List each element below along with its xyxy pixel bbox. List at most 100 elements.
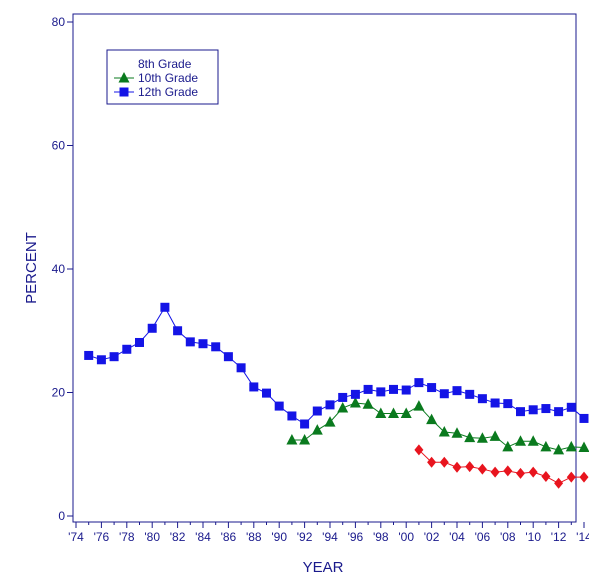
series-line — [291, 402, 585, 451]
y-tick-label: 20 — [52, 386, 66, 400]
data-point — [325, 400, 335, 410]
legend-entry: 8th Grade — [138, 57, 192, 71]
data-point — [362, 398, 374, 409]
x-axis-title: YEAR — [303, 559, 344, 576]
data-point — [451, 427, 463, 438]
legend-entry: 12th Grade — [114, 85, 198, 99]
plot-frame — [72, 13, 577, 523]
x-tick-label: '90 — [271, 530, 287, 544]
data-point — [476, 432, 488, 443]
data-point — [540, 440, 552, 452]
data-point — [541, 404, 551, 414]
series-10th-grade — [286, 396, 589, 455]
data-point — [438, 426, 450, 437]
data-point — [324, 416, 336, 427]
y-tick-label: 60 — [52, 139, 66, 153]
data-point — [554, 477, 564, 489]
data-point — [477, 463, 487, 475]
data-point — [211, 342, 221, 352]
y-axis-title: PERCENT — [23, 232, 40, 304]
data-point — [490, 398, 500, 408]
data-point — [389, 384, 398, 394]
series-12th-grade — [84, 302, 589, 429]
data-point — [223, 352, 233, 362]
data-point — [489, 430, 501, 441]
x-tick-label: '74 — [68, 530, 84, 544]
x-tick-label: '98 — [373, 530, 389, 544]
data-point — [426, 413, 438, 425]
data-point — [527, 435, 539, 446]
x-tick-label: '06 — [475, 530, 491, 544]
data-point — [312, 406, 322, 416]
y-tick-label: 80 — [52, 15, 66, 29]
data-point — [400, 407, 412, 418]
data-point — [528, 405, 538, 415]
x-tick-label: '10 — [525, 530, 541, 544]
data-point — [109, 352, 119, 362]
x-tick-label: '94 — [322, 530, 338, 544]
data-point — [427, 383, 437, 393]
data-point — [249, 382, 259, 392]
data-point — [579, 471, 589, 483]
data-point — [198, 339, 208, 349]
data-point — [452, 386, 462, 396]
legend-marker — [118, 72, 130, 83]
data-point — [300, 419, 310, 429]
data-point — [413, 400, 425, 411]
data-point — [439, 456, 449, 468]
data-point — [337, 401, 349, 413]
data-point — [553, 443, 565, 455]
data-point — [286, 434, 298, 445]
x-tick-label: '80 — [144, 530, 160, 544]
x-tick-label: '78 — [119, 530, 135, 544]
data-point — [375, 407, 387, 418]
x-tick-label: '02 — [424, 530, 440, 544]
data-point — [287, 411, 297, 421]
data-point — [464, 431, 476, 443]
series-8th-grade — [414, 444, 589, 489]
data-point — [516, 467, 525, 479]
data-point — [185, 337, 195, 347]
x-tick-label: '76 — [94, 530, 110, 544]
x-tick-label: '14 — [576, 530, 589, 544]
series-line — [88, 306, 585, 425]
y-tick-label: 0 — [58, 509, 65, 523]
data-point — [502, 440, 514, 452]
data-point — [503, 465, 513, 477]
data-point — [566, 471, 576, 483]
legend-label: 12th Grade — [138, 85, 198, 99]
data-point — [541, 470, 551, 482]
x-tick-label: '12 — [551, 530, 567, 544]
series-layer — [84, 302, 589, 489]
x-tick-label: '00 — [398, 530, 414, 544]
data-point — [528, 466, 538, 478]
data-point — [84, 350, 94, 360]
legend-marker — [119, 87, 129, 97]
data-point — [299, 434, 311, 445]
data-point — [236, 363, 246, 373]
x-tick-label: '96 — [348, 530, 364, 544]
data-point — [350, 389, 360, 399]
data-point — [274, 401, 284, 411]
data-point — [427, 456, 437, 468]
data-point — [503, 399, 513, 409]
data-point — [363, 384, 373, 394]
data-point — [349, 396, 361, 408]
x-tick-label: '92 — [297, 530, 313, 544]
data-point — [173, 326, 183, 336]
x-tick-label: '88 — [246, 530, 262, 544]
data-point — [414, 444, 424, 456]
data-point — [135, 337, 144, 347]
data-point — [414, 378, 424, 388]
data-point — [452, 461, 462, 473]
x-tick-label: '84 — [195, 530, 211, 544]
x-tick-label: '86 — [221, 530, 237, 544]
legend-label: 8th Grade — [138, 57, 192, 71]
data-point — [338, 392, 348, 402]
data-point — [515, 435, 526, 446]
data-point — [96, 355, 106, 365]
axes: '74 '76 '78 '80 '82 '84 '86 '88 '90 '92 '94 '96 '98 '… — [52, 15, 589, 544]
